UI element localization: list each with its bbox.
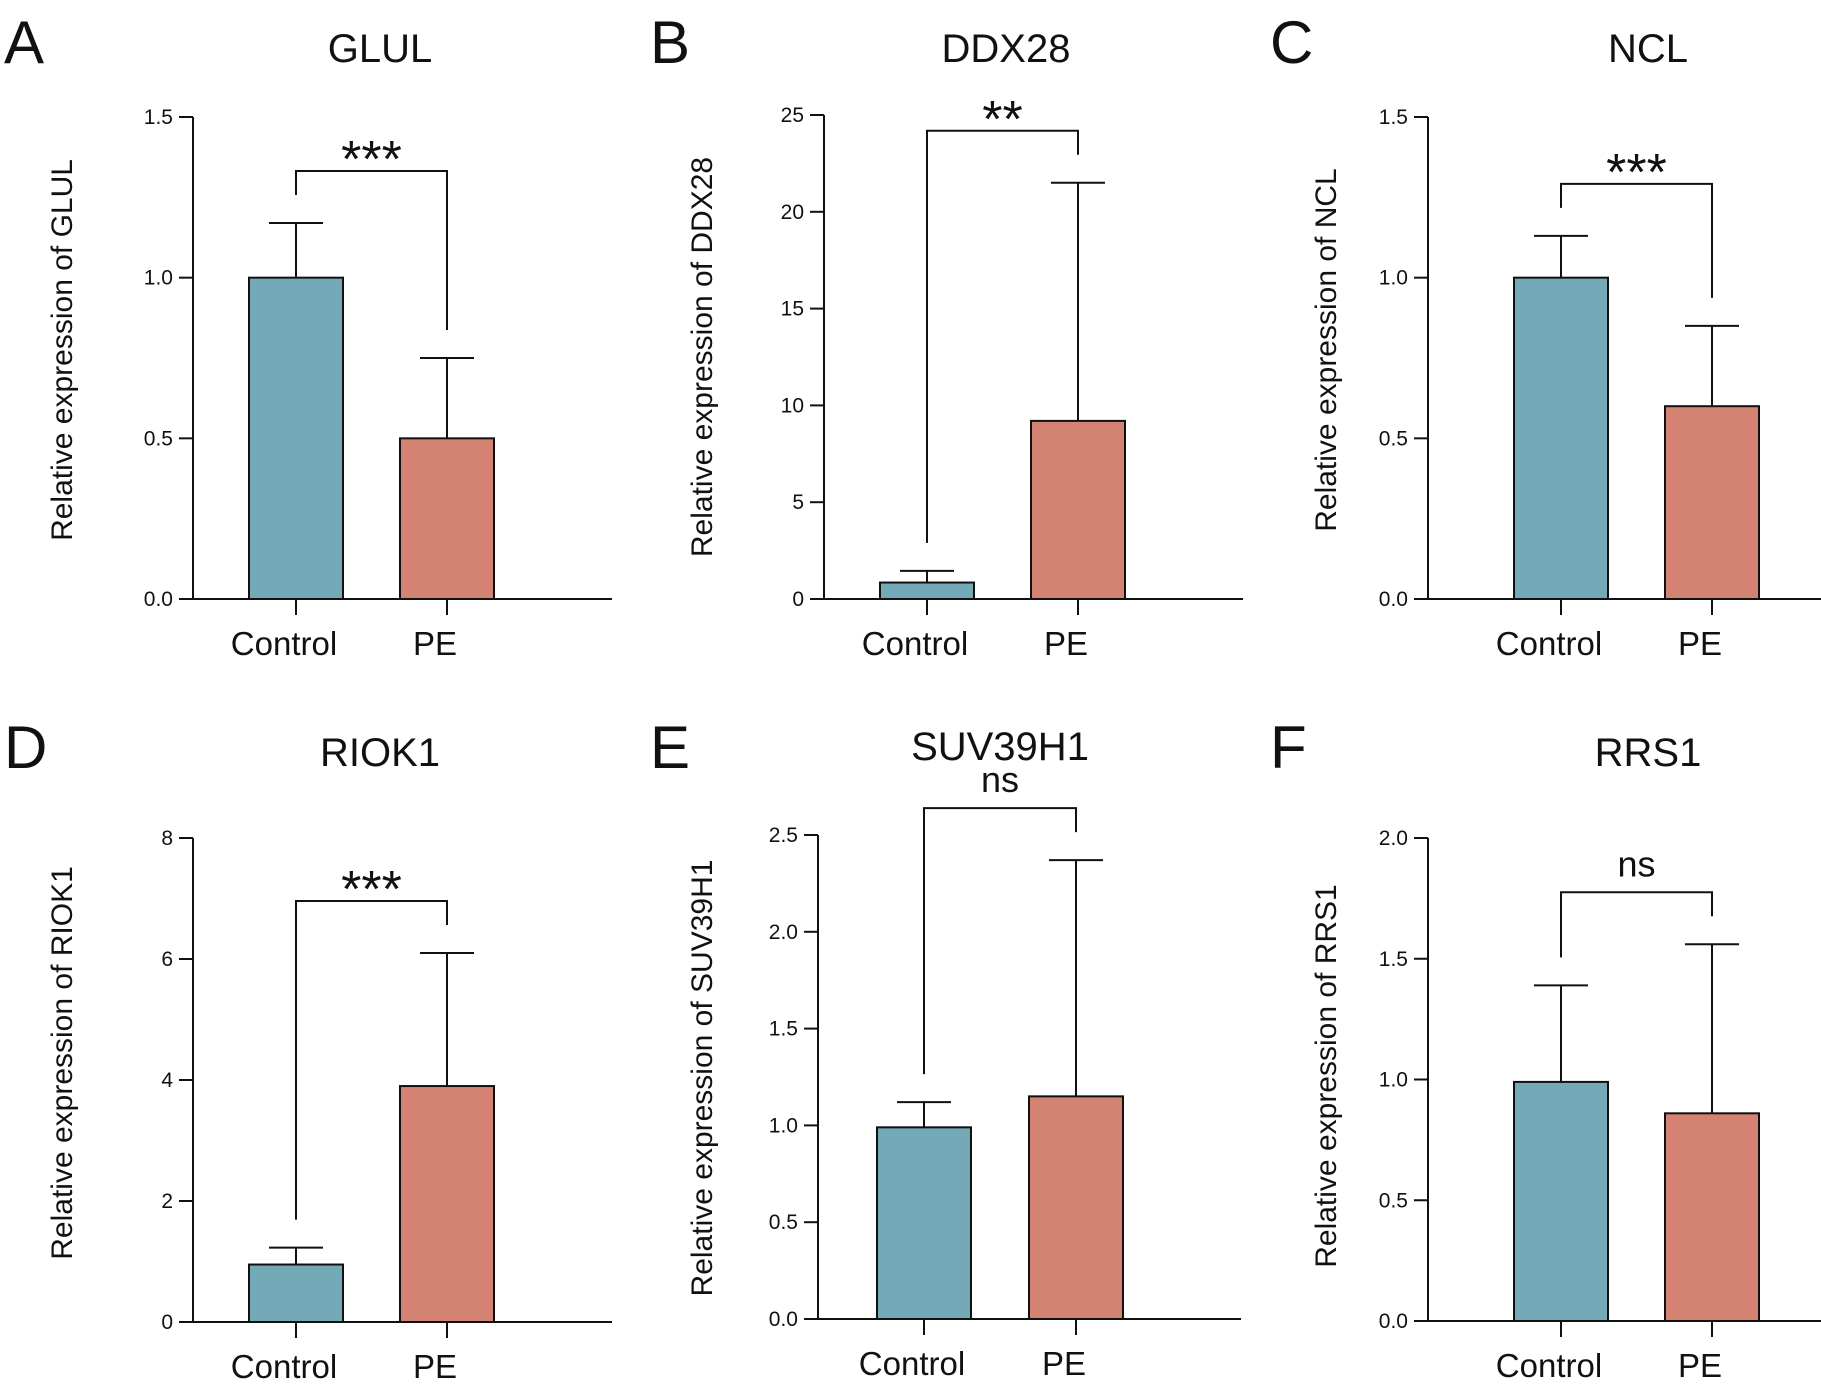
x-tick-label: Control [862, 625, 968, 662]
x-tick-label: Control [231, 625, 337, 662]
y-axis-label: Relative expression of RIOK1 [46, 866, 79, 1260]
panel-letter: B [650, 9, 690, 76]
y-tick-label: 0.0 [144, 588, 173, 611]
y-tick-label: 1.0 [1379, 1069, 1408, 1092]
significance-label: ns [1617, 843, 1655, 884]
bar-pe [1028, 1095, 1124, 1320]
bar-control [879, 581, 975, 601]
y-tick-label: 0.0 [1379, 588, 1408, 611]
y-axis-label: Relative expression of SUV39H1 [686, 860, 719, 1297]
y-axis-label: Relative expression of GLUL [46, 159, 79, 541]
x-tick-label: PE [413, 1348, 457, 1385]
significance-bracket [1560, 182, 1713, 298]
bar-pe [399, 1085, 495, 1324]
y-axis-label: Relative expression of NCL [1310, 168, 1343, 532]
y-tick-label: 0.0 [769, 1308, 798, 1331]
significance-label: ** [982, 91, 1022, 149]
significance-label: *** [341, 861, 402, 919]
y-axis-label: Relative expression of RRS1 [1310, 884, 1343, 1268]
panel-letter: E [650, 714, 690, 781]
x-tick-label: PE [1044, 625, 1088, 662]
panel-f: F RRS1 Relative expression of RRS1 0.0 0.5 1.… [1270, 714, 1821, 1384]
significance-label: ns [981, 759, 1019, 800]
significance-bracket [926, 129, 1079, 543]
y-tick-label: 4 [161, 1069, 173, 1092]
y-tick-label: 0.5 [769, 1211, 798, 1234]
y-tick-label: 0 [792, 588, 804, 611]
y-tick-label: 1.5 [1379, 106, 1408, 129]
y-tick-label: 1.5 [1379, 948, 1408, 971]
y-tick-label: 25 [781, 104, 804, 127]
significance-bracket [295, 170, 448, 330]
y-tick-label: 8 [161, 827, 173, 850]
y-tick-label: 2.0 [769, 921, 798, 944]
y-tick-label: 1.0 [144, 267, 173, 290]
chart-title: RRS1 [1595, 731, 1702, 775]
significance-bracket [923, 807, 1077, 1075]
bar-pe [1030, 419, 1126, 600]
panel-letter: F [1270, 714, 1307, 781]
chart-title: GLUL [328, 27, 433, 71]
y-tick-label: 20 [781, 201, 804, 224]
x-tick-label: PE [1678, 625, 1722, 662]
panel-e: E SUV39H1 Relative expression of SUV39H1 0.… [650, 714, 1241, 1382]
x-tick-label: Control [1496, 1347, 1602, 1384]
y-tick-label: 2.5 [769, 824, 798, 847]
y-tick-label: 0.0 [1379, 1310, 1408, 1333]
y-tick-label: 0 [161, 1311, 173, 1334]
x-tick-label: PE [1042, 1345, 1086, 1382]
y-tick-label: 0.5 [144, 427, 173, 450]
y-tick-label: 2.0 [1379, 827, 1408, 850]
y-tick-label: 2 [161, 1190, 173, 1213]
panel-b: B DDX28 Relative expression of DDX28 0 5 10 15… [650, 9, 1243, 662]
y-tick-label: 0.5 [1379, 1189, 1408, 1212]
bar-pe [1664, 405, 1760, 601]
panel-a: A GLUL Relative expression of GLUL 0.0 0.5 1.… [4, 9, 612, 662]
chart-title: DDX28 [942, 27, 1071, 71]
bar-control [1513, 1080, 1609, 1323]
significance-bracket [1560, 891, 1713, 958]
bar-pe [399, 437, 495, 601]
bar-control [248, 276, 344, 600]
panel-c: C NCL Relative expression of NCL 0.0 0.5 1.0 1… [1270, 9, 1821, 662]
y-tick-label: 1.5 [769, 1018, 798, 1041]
x-tick-label: PE [1678, 1347, 1722, 1384]
x-tick-label: PE [413, 625, 457, 662]
y-tick-label: 1.0 [769, 1114, 798, 1137]
y-tick-label: 15 [781, 298, 804, 321]
y-tick-label: 10 [781, 394, 804, 417]
x-tick-label: Control [1496, 625, 1602, 662]
chart-title: SUV39H1 [911, 725, 1089, 769]
x-tick-label: Control [231, 1348, 337, 1385]
significance-label: *** [341, 131, 402, 189]
panel-letter: A [4, 9, 44, 76]
panel-d: D RIOK1 Relative expression of RIOK1 0 2 4 6 8 C… [4, 714, 612, 1385]
chart-title: NCL [1608, 27, 1688, 71]
chart-title: RIOK1 [320, 731, 440, 775]
panel-letter: C [1270, 9, 1313, 76]
y-tick-label: 5 [792, 491, 804, 514]
y-axis-label: Relative expression of DDX28 [686, 157, 719, 557]
bar-pe [1664, 1112, 1760, 1323]
y-tick-label: 0.5 [1379, 427, 1408, 450]
significance-bracket [295, 899, 448, 1220]
significance-label: *** [1606, 144, 1667, 202]
bar-control [876, 1126, 972, 1321]
y-tick-label: 1.5 [144, 106, 173, 129]
y-tick-label: 6 [161, 948, 173, 971]
y-tick-label: 1.0 [1379, 267, 1408, 290]
x-tick-label: Control [859, 1345, 965, 1382]
bar-control [1513, 276, 1609, 600]
bar-control [248, 1263, 344, 1324]
panel-letter: D [4, 714, 47, 781]
